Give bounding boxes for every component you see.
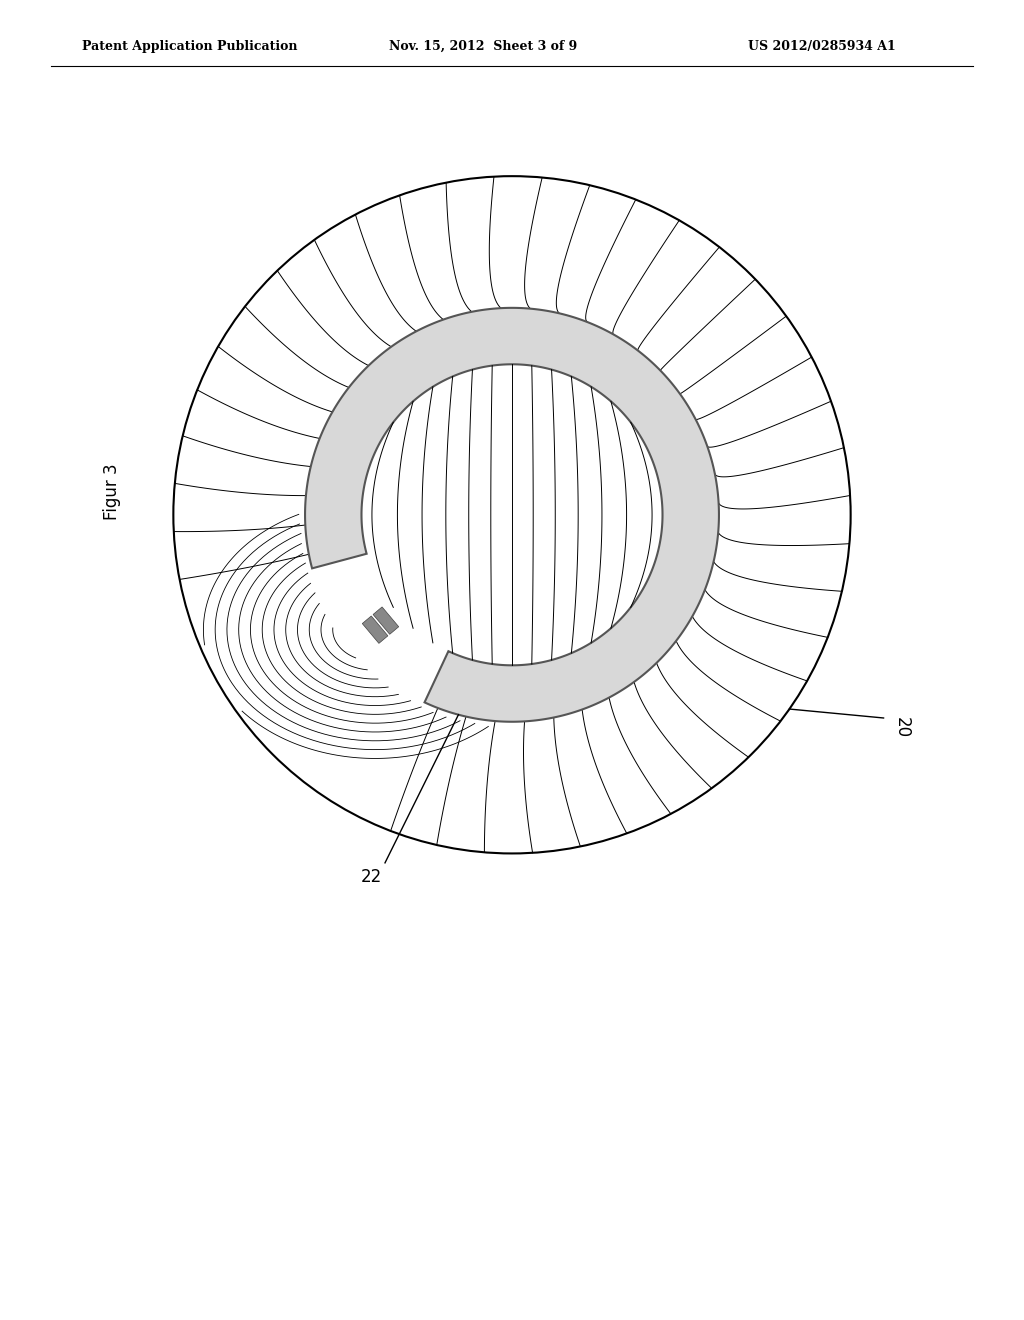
FancyBboxPatch shape xyxy=(362,616,388,643)
Text: 22: 22 xyxy=(360,867,382,886)
Text: Patent Application Publication: Patent Application Publication xyxy=(82,40,297,53)
FancyBboxPatch shape xyxy=(373,607,398,635)
Polygon shape xyxy=(305,308,719,722)
Text: 20: 20 xyxy=(893,717,911,738)
Text: US 2012/0285934 A1: US 2012/0285934 A1 xyxy=(748,40,895,53)
Text: Figur 3: Figur 3 xyxy=(103,463,121,520)
Text: Nov. 15, 2012  Sheet 3 of 9: Nov. 15, 2012 Sheet 3 of 9 xyxy=(389,40,578,53)
